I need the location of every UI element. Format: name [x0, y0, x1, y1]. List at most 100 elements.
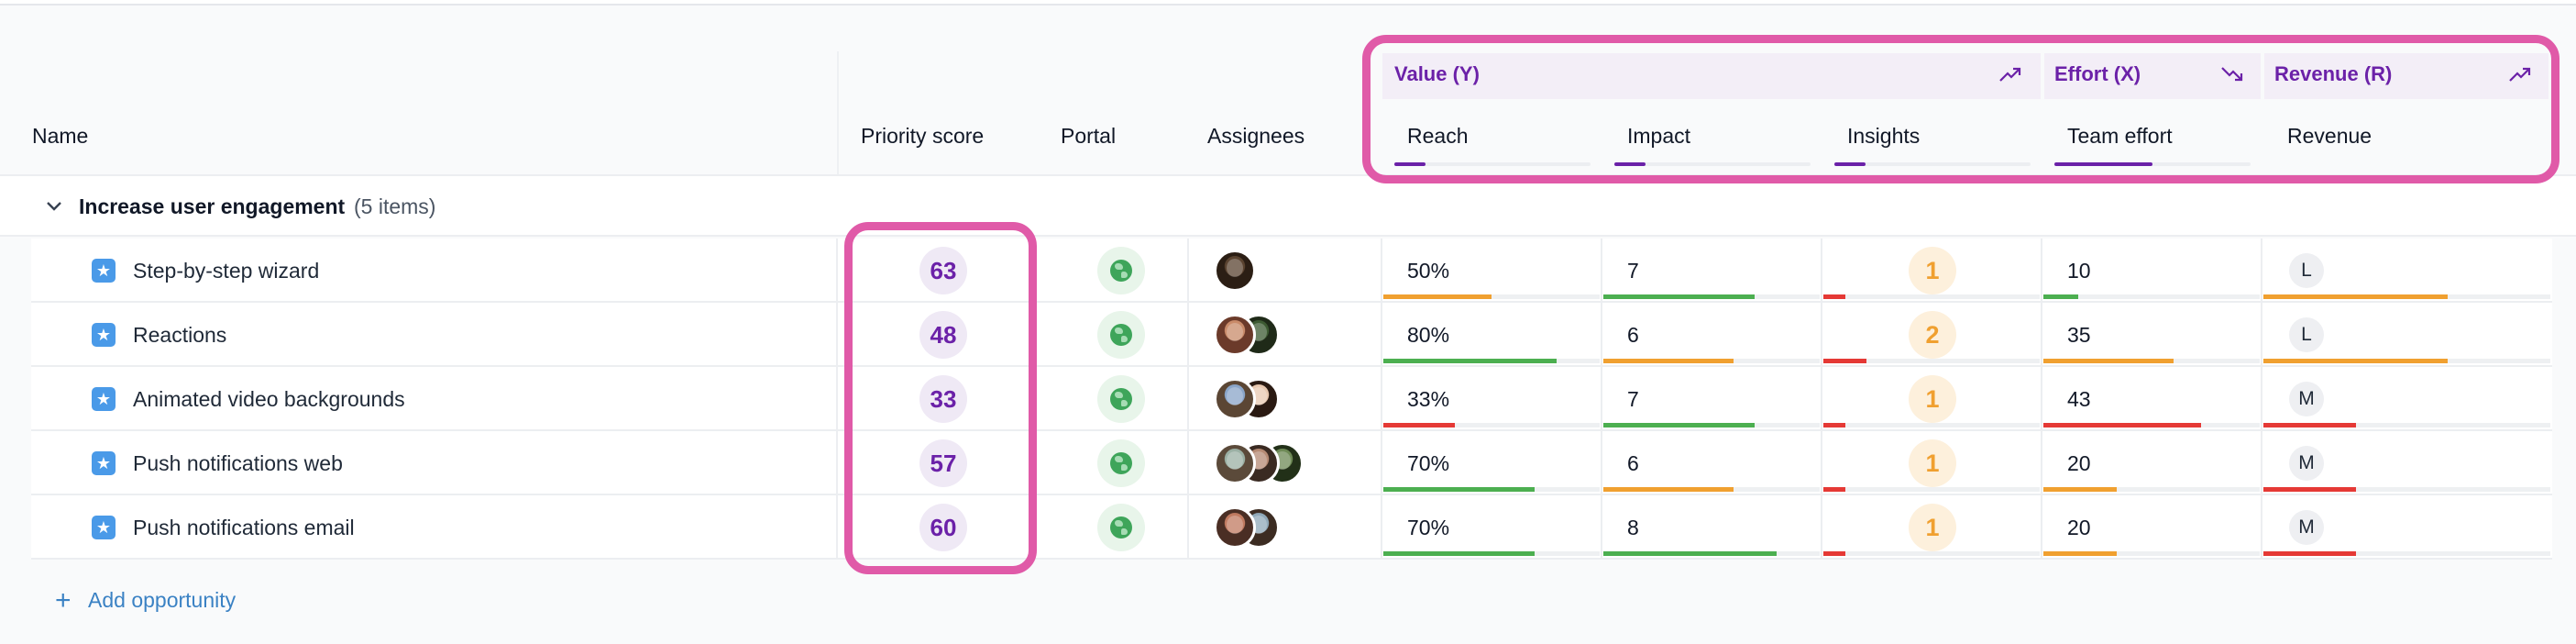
reach-bar-fill: [1383, 487, 1535, 492]
revenue-group-header: [2264, 53, 2548, 99]
impact-value[interactable]: 8: [1627, 516, 1639, 539]
insights-count-badge[interactable]: 2: [1909, 311, 1956, 359]
cell-divider: [1381, 367, 1382, 431]
trend-up-icon[interactable]: [2508, 64, 2532, 84]
reach-value[interactable]: 50%: [1407, 259, 1450, 283]
cell-divider: [836, 495, 838, 560]
reach-value[interactable]: 80%: [1407, 323, 1450, 347]
portal-globe-icon[interactable]: [1097, 311, 1145, 359]
team-effort-value[interactable]: 10: [2067, 259, 2091, 283]
reach-weight-fill: [1394, 162, 1426, 166]
cell-divider: [1187, 303, 1189, 367]
cell-divider: [2261, 431, 2262, 495]
reach-bar-fill: [1383, 423, 1455, 427]
column-header-priority-score[interactable]: Priority score: [861, 124, 985, 148]
impact-value[interactable]: 7: [1627, 259, 1639, 283]
opportunity-name[interactable]: Push notifications email: [133, 516, 355, 539]
column-header-revenue[interactable]: Revenue: [2287, 124, 2372, 148]
opportunity-name[interactable]: Step-by-step wizard: [133, 259, 320, 283]
column-divider: [837, 51, 839, 174]
table-row[interactable]: [31, 495, 2552, 560]
priority-score-badge[interactable]: 57: [919, 439, 967, 487]
effort-group-label[interactable]: Effort (X): [2054, 62, 2141, 85]
avatar[interactable]: [1214, 250, 1256, 292]
revenue-size-badge[interactable]: M: [2289, 510, 2324, 545]
revenue-size-badge[interactable]: L: [2289, 317, 2324, 352]
portal-globe-icon[interactable]: [1097, 504, 1145, 551]
team-effort-value[interactable]: 43: [2067, 387, 2091, 411]
cell-divider: [1821, 239, 1822, 303]
avatar[interactable]: [1214, 378, 1256, 420]
cell-divider: [2041, 239, 2042, 303]
cell-divider: [1381, 239, 1382, 303]
column-header-assignees[interactable]: Assignees: [1207, 124, 1305, 148]
portal-globe-icon[interactable]: [1097, 375, 1145, 423]
team-effort-weight-track[interactable]: [2054, 162, 2251, 166]
add-opportunity-plus-icon[interactable]: +: [55, 585, 72, 616]
portal-globe-icon[interactable]: [1097, 247, 1145, 294]
column-header-insights[interactable]: Insights: [1847, 124, 1921, 148]
insights-weight-track[interactable]: [1834, 162, 2031, 166]
portal-globe-icon[interactable]: [1097, 439, 1145, 487]
column-header-portal[interactable]: Portal: [1061, 124, 1117, 148]
cell-divider: [1821, 367, 1822, 431]
revenue-bar-fill: [2263, 294, 2448, 299]
insights-bar-fill: [1823, 294, 1845, 299]
team-effort-value[interactable]: 20: [2067, 451, 2091, 475]
table-row[interactable]: [31, 303, 2552, 367]
revenue-size-badge[interactable]: L: [2289, 253, 2324, 288]
star-icon: ★: [92, 451, 116, 475]
insights-count-badge[interactable]: 1: [1909, 439, 1956, 487]
avatar[interactable]: [1214, 506, 1256, 549]
impact-value[interactable]: 6: [1627, 451, 1639, 475]
impact-value[interactable]: 7: [1627, 387, 1639, 411]
column-header-name[interactable]: Name: [32, 124, 89, 148]
star-icon: ★: [92, 516, 116, 539]
reach-value[interactable]: 70%: [1407, 451, 1450, 475]
add-opportunity-link[interactable]: Add opportunity: [88, 588, 237, 612]
reach-bar-fill: [1383, 551, 1535, 556]
team-effort-value[interactable]: 35: [2067, 323, 2091, 347]
opportunity-name[interactable]: Animated video backgrounds: [133, 387, 405, 411]
trend-up-icon[interactable]: [1998, 64, 2022, 84]
column-header-reach[interactable]: Reach: [1407, 124, 1469, 148]
cell-divider: [836, 303, 838, 367]
column-header-impact[interactable]: Impact: [1627, 124, 1691, 148]
insights-bar-track: [1823, 294, 2040, 299]
column-header-team-effort[interactable]: Team effort: [2067, 124, 2173, 148]
impact-weight-track[interactable]: [1614, 162, 1811, 166]
cell-divider: [836, 431, 838, 495]
revenue-size-badge[interactable]: M: [2289, 382, 2324, 416]
revenue-group-label[interactable]: Revenue (R): [2274, 62, 2393, 85]
impact-value[interactable]: 6: [1627, 323, 1639, 347]
trend-down-icon[interactable]: [2220, 64, 2244, 84]
priority-score-badge[interactable]: 33: [919, 375, 967, 423]
table-row[interactable]: [31, 239, 2552, 303]
insights-count-badge[interactable]: 1: [1909, 504, 1956, 551]
priority-score-badge[interactable]: 48: [919, 311, 967, 359]
star-icon: ★: [92, 387, 116, 411]
insights-count-badge[interactable]: 1: [1909, 247, 1956, 294]
insights-count-badge[interactable]: 1: [1909, 375, 1956, 423]
group-row[interactable]: [0, 174, 2576, 237]
revenue-bar-fill: [2263, 551, 2356, 556]
revenue-bar-track: [2263, 487, 2550, 492]
reach-value[interactable]: 70%: [1407, 516, 1450, 539]
cell-divider: [1187, 431, 1189, 495]
avatar[interactable]: [1214, 314, 1256, 356]
group-count: (5 items): [354, 194, 436, 218]
avatar[interactable]: [1214, 442, 1256, 484]
opportunity-name[interactable]: Reactions: [133, 323, 227, 347]
opportunity-name[interactable]: Push notifications web: [133, 451, 343, 475]
table-row[interactable]: [31, 367, 2552, 431]
chevron-down-icon[interactable]: [44, 198, 64, 215]
reach-value[interactable]: 33%: [1407, 387, 1450, 411]
value-group-label[interactable]: Value (Y): [1394, 62, 1480, 85]
revenue-size-badge[interactable]: M: [2289, 446, 2324, 481]
priority-score-badge[interactable]: 60: [919, 504, 967, 551]
priority-score-badge[interactable]: 63: [919, 247, 967, 294]
revenue-bar-fill: [2263, 487, 2356, 492]
reach-weight-track[interactable]: [1394, 162, 1591, 166]
effort-bar-track: [2043, 551, 2260, 556]
team-effort-value[interactable]: 20: [2067, 516, 2091, 539]
